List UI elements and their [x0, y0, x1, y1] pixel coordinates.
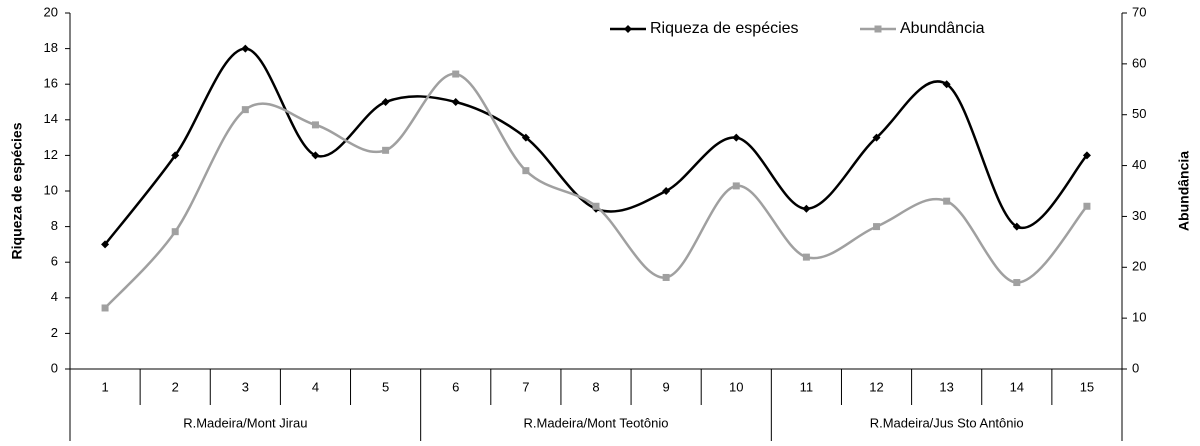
x-tick-label: 9: [663, 379, 670, 394]
x-tick-label: 15: [1080, 379, 1094, 394]
x-tick-label: 12: [869, 379, 883, 394]
marker: [241, 44, 250, 53]
marker: [522, 167, 530, 175]
x-tick-label: 7: [522, 379, 529, 394]
marker: [662, 273, 670, 281]
marker: [592, 202, 600, 210]
x-tick-label: 1: [101, 379, 108, 394]
legend-label: Abundância: [900, 20, 985, 37]
y2-tick-label: 70: [1132, 4, 1146, 19]
group-label: R.Madeira/Mont Teotônio: [523, 415, 668, 430]
marker: [241, 106, 249, 114]
y2-tick-label: 40: [1132, 157, 1146, 172]
marker: [311, 121, 319, 129]
marker: [873, 223, 881, 231]
legend-marker: [624, 25, 632, 33]
series-line: [104, 47, 1088, 246]
y-tick-label: 10: [44, 182, 58, 197]
marker: [1083, 202, 1091, 210]
x-tick-label: 4: [312, 379, 319, 394]
marker: [1082, 151, 1091, 160]
y-tick-label: 6: [51, 254, 58, 269]
marker: [451, 98, 460, 106]
marker: [311, 151, 320, 160]
marker: [521, 133, 530, 142]
x-tick-label: 13: [939, 379, 953, 394]
y2-tick-label: 30: [1132, 208, 1146, 223]
series-line: [104, 72, 1088, 309]
y2-axis-label: Abundância: [1176, 151, 1192, 231]
y-axis-label: Riqueza de espécies: [9, 122, 25, 259]
group-label: R.Madeira/Mont Jirau: [183, 415, 307, 430]
y-tick-label: 18: [44, 40, 58, 55]
marker: [802, 204, 811, 213]
y-tick-label: 20: [44, 4, 58, 19]
y2-tick-label: 20: [1132, 259, 1146, 274]
marker: [382, 146, 390, 154]
marker: [101, 304, 109, 312]
marker: [732, 182, 740, 190]
x-tick-label: 6: [452, 379, 459, 394]
y2-tick-label: 0: [1132, 360, 1139, 375]
marker: [943, 197, 951, 205]
y-tick-label: 14: [44, 111, 58, 126]
y2-tick-label: 10: [1132, 310, 1146, 325]
marker: [452, 70, 460, 78]
marker: [171, 151, 180, 160]
marker: [101, 240, 110, 249]
x-tick-label: 5: [382, 379, 389, 394]
marker: [942, 80, 951, 89]
marker: [872, 133, 881, 142]
marker: [171, 228, 179, 236]
marker: [381, 98, 390, 106]
marker: [802, 253, 810, 261]
group-label: R.Madeira/Jus Sto Antônio: [870, 415, 1024, 430]
y-tick-label: 0: [51, 360, 58, 375]
y-tick-label: 12: [44, 147, 58, 162]
y-tick-label: 2: [51, 325, 58, 340]
y-tick-label: 4: [51, 289, 58, 304]
marker: [732, 133, 741, 142]
marker: [662, 187, 671, 195]
x-tick-label: 3: [242, 379, 249, 394]
x-tick-label: 2: [172, 379, 179, 394]
legend-marker: [874, 25, 882, 33]
y-tick-label: 8: [51, 218, 58, 233]
y-tick-label: 16: [44, 76, 58, 91]
marker: [1013, 279, 1021, 287]
marker: [1012, 222, 1021, 231]
x-tick-label: 14: [1010, 379, 1024, 394]
legend-label: Riqueza de espécies: [650, 20, 799, 37]
x-tick-label: 8: [592, 379, 599, 394]
y2-tick-label: 50: [1132, 106, 1146, 121]
x-tick-label: 10: [729, 379, 743, 394]
x-tick-label: 11: [800, 379, 814, 394]
y2-tick-label: 60: [1132, 55, 1146, 70]
